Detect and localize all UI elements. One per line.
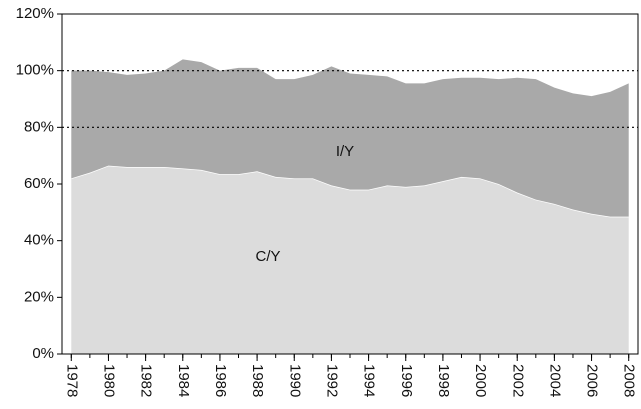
x-tick-label: 1992: [323, 364, 340, 397]
y-tick-label: 120%: [16, 5, 54, 22]
y-tick-label: 80%: [24, 118, 54, 135]
y-tick-label: 40%: [24, 232, 54, 249]
x-tick-label: 1988: [249, 364, 266, 397]
x-tick-label: 1996: [398, 364, 415, 397]
x-tick-label: 1990: [286, 364, 303, 397]
x-tick-label: 1978: [63, 364, 80, 397]
series-label: C/Y: [255, 248, 280, 265]
y-tick-label: 0%: [32, 345, 54, 362]
y-tick-label: 20%: [24, 288, 54, 305]
x-tick-label: 1998: [435, 364, 452, 397]
x-tick-label: 2000: [472, 364, 489, 397]
x-tick-label: 2004: [546, 364, 563, 397]
y-tick-label: 100%: [16, 62, 54, 79]
x-tick-label: 1980: [100, 364, 117, 397]
x-tick-label: 1982: [138, 364, 155, 397]
x-tick-label: 1994: [361, 364, 378, 397]
x-tick-label: 2006: [584, 364, 601, 397]
area: [71, 165, 629, 354]
area: [71, 59, 629, 217]
x-tick-label: 2008: [621, 364, 638, 397]
x-tick-label: 2002: [509, 364, 526, 397]
x-tick-label: 1986: [212, 364, 229, 397]
x-tick-label: 1984: [175, 364, 192, 397]
y-tick-label: 60%: [24, 175, 54, 192]
series-label: I/Y: [336, 143, 354, 160]
